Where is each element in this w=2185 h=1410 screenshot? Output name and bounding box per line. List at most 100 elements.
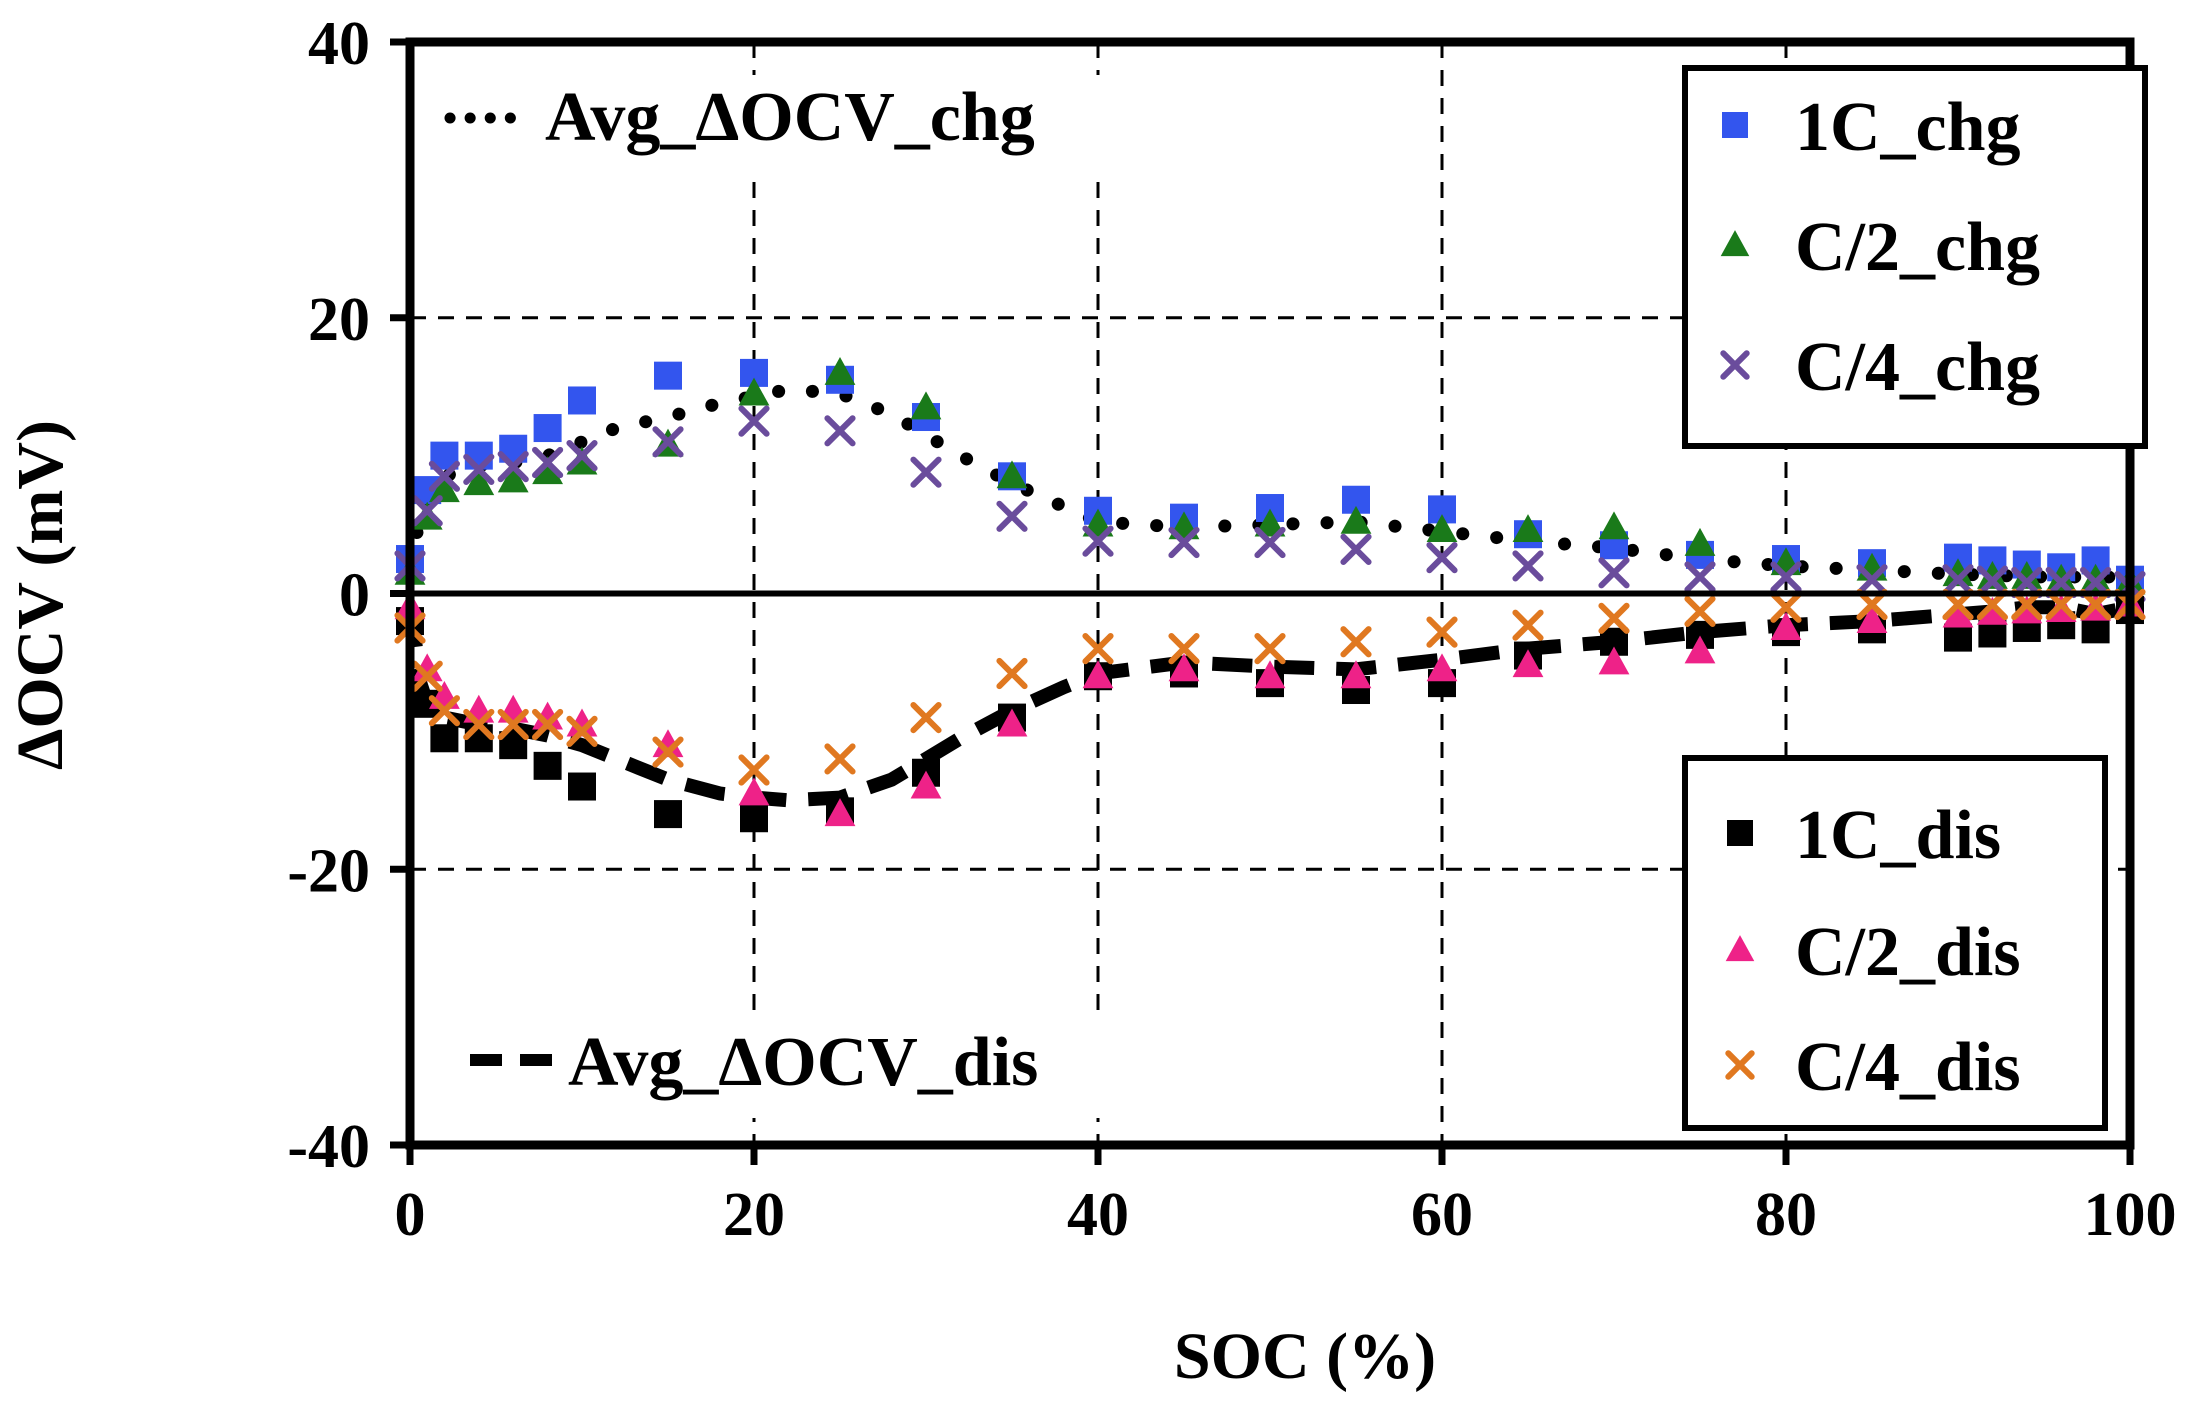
point-C-4_chg-10 bbox=[910, 456, 942, 488]
point-C-4_chg-7 bbox=[652, 426, 684, 458]
x-tick-label-4: 80 bbox=[1755, 1181, 1817, 1249]
point-C-4_chg-18 bbox=[1598, 557, 1630, 589]
series-C-4_chg bbox=[394, 405, 2146, 603]
point-C-4_chg-4 bbox=[497, 451, 529, 483]
point-C-4_chg-19 bbox=[1684, 561, 1716, 593]
point-C-2_dis-4 bbox=[497, 694, 529, 723]
point-C-2_chg-16 bbox=[1426, 514, 1458, 543]
legend-chg-label-3: C/4_chg bbox=[1795, 329, 2040, 406]
point-C-2_dis-11 bbox=[996, 708, 1028, 737]
point-C-4_chg-12 bbox=[1082, 525, 1114, 557]
legend-chg-marker-1 bbox=[1722, 112, 1748, 138]
y-tick-label-1: 20 bbox=[308, 286, 370, 354]
point-C-2_dis-17 bbox=[1512, 649, 1544, 678]
legend-dis-marker-1 bbox=[1727, 820, 1753, 846]
legend-avg-dis-box bbox=[440, 1018, 1140, 1118]
point-1C_dis-2 bbox=[430, 724, 459, 753]
point-C-4_dis-7 bbox=[652, 736, 684, 768]
point-C-4_dis-9 bbox=[824, 743, 856, 775]
x-tick-label-0: 0 bbox=[395, 1181, 426, 1249]
legend-chg: 1C_chg C/2_chg C/4_chg bbox=[1682, 65, 2148, 449]
legend-avg-chg-label: Avg_ΔOCV_chg bbox=[545, 79, 1035, 156]
point-C-4_chg-8 bbox=[738, 405, 770, 437]
tick-layer: 0 20 40 60 80 100 40 20 0 -20 -40 bbox=[287, 10, 2176, 1249]
legend-chg-box bbox=[1682, 65, 2148, 449]
point-C-2_chg-23 bbox=[1977, 560, 2008, 589]
point-C-4_chg-11 bbox=[996, 500, 1028, 532]
marker-layer bbox=[394, 356, 2146, 833]
point-C-4_chg-3 bbox=[463, 453, 495, 486]
point-C-4_dis-11 bbox=[996, 657, 1028, 690]
point-C-2_chg-17 bbox=[1512, 514, 1544, 543]
point-C-2_chg-24 bbox=[2011, 560, 2043, 589]
point-C-4_chg-5 bbox=[532, 446, 564, 479]
point-C-2_dis-9 bbox=[824, 798, 856, 827]
point-C-2_dis-23 bbox=[1977, 596, 2008, 625]
axis-layer bbox=[390, 37, 2135, 1165]
point-C-2_dis-21 bbox=[1856, 605, 1888, 634]
legend-dis: 1C_dis C/2_dis C/4_dis bbox=[1682, 755, 2108, 1131]
point-C-2_chg-4 bbox=[497, 464, 529, 493]
point-C-2_dis-20 bbox=[1770, 612, 1802, 640]
point-1C_chg-3 bbox=[464, 441, 493, 470]
legend-dis-marker-2 bbox=[1725, 935, 1755, 962]
point-C-4_chg-20 bbox=[1770, 561, 1802, 593]
point-C-2_chg-11 bbox=[996, 460, 1028, 489]
point-C-4_dis-19 bbox=[1684, 595, 1716, 628]
point-C-2_chg-10 bbox=[910, 391, 942, 420]
point-C-2_chg-3 bbox=[463, 467, 495, 496]
y-tick-label-3: -20 bbox=[287, 837, 370, 905]
point-C-2_chg-26 bbox=[2080, 563, 2111, 592]
point-C-2_chg-18 bbox=[1598, 511, 1630, 540]
point-C-2_dis-15 bbox=[1340, 660, 1372, 689]
point-C-4_dis-17 bbox=[1512, 609, 1544, 641]
y-axis-title: ΔOCV (mV) bbox=[4, 420, 77, 770]
point-C-2_dis-3 bbox=[463, 694, 495, 723]
point-C-4_chg-6 bbox=[566, 440, 598, 472]
point-1C_dis-8 bbox=[740, 804, 768, 833]
legend-chg-marker-2 bbox=[1720, 230, 1750, 257]
point-C-2_dis-12 bbox=[1082, 660, 1114, 689]
point-C-2_chg-25 bbox=[2045, 563, 2077, 592]
point-C-4_dis-6 bbox=[566, 715, 598, 747]
point-C-4_dis-14 bbox=[1254, 633, 1286, 665]
point-C-4_dis-8 bbox=[738, 754, 770, 786]
point-C-2_dis-1 bbox=[411, 653, 443, 682]
legend-dis-label-1: 1C_dis bbox=[1795, 797, 2001, 874]
point-C-4_dis-3 bbox=[463, 708, 495, 741]
point-C-4_chg-16 bbox=[1426, 542, 1458, 574]
point-C-4_chg-1 bbox=[411, 495, 443, 527]
legend-dis-marker-3 bbox=[1725, 1050, 1755, 1080]
point-C-4_chg-23 bbox=[1976, 565, 2008, 597]
point-C-4_dis-2 bbox=[428, 695, 460, 727]
point-C-4_chg-9 bbox=[824, 415, 856, 447]
point-1C_chg-7 bbox=[654, 361, 682, 390]
y-tick-label-2: 0 bbox=[339, 562, 370, 630]
point-C-2_dis-7 bbox=[652, 729, 684, 758]
legend-chg-marker-3 bbox=[1720, 350, 1750, 380]
point-C-2_chg-5 bbox=[532, 456, 563, 485]
x-tick-label-2: 40 bbox=[1067, 1181, 1129, 1249]
point-1C_chg-5 bbox=[533, 414, 562, 443]
legend-dis-box bbox=[1682, 755, 2108, 1131]
point-C-2_dis-16 bbox=[1426, 653, 1458, 682]
legend-avg-chg-box bbox=[430, 75, 1150, 170]
point-C-2_dis-5 bbox=[532, 701, 563, 730]
legend-chg-label-1: 1C_chg bbox=[1795, 89, 2021, 166]
point-C-2_chg-22 bbox=[1942, 558, 1974, 587]
legend-dis-label-3: C/4_dis bbox=[1795, 1029, 2021, 1106]
x-tick-label-1: 20 bbox=[723, 1181, 785, 1249]
point-1C_dis-6 bbox=[568, 772, 596, 801]
point-1C_chg-6 bbox=[568, 386, 596, 415]
point-C-2_dis-14 bbox=[1254, 660, 1286, 689]
point-C-4_chg-13 bbox=[1168, 526, 1200, 559]
point-C-2_dis-10 bbox=[910, 770, 942, 799]
point-C-2_chg-9 bbox=[824, 356, 856, 385]
point-C-2_chg-14 bbox=[1254, 508, 1286, 537]
point-1C_dis-22 bbox=[1944, 623, 1972, 652]
legend-avg-chg: Avg_ΔOCV_chg bbox=[430, 75, 1150, 170]
point-1C_dis-3 bbox=[464, 724, 493, 753]
point-C-4_chg-22 bbox=[1942, 564, 1974, 596]
legend-avg-dis-label: Avg_ΔOCV_dis bbox=[568, 1024, 1038, 1101]
